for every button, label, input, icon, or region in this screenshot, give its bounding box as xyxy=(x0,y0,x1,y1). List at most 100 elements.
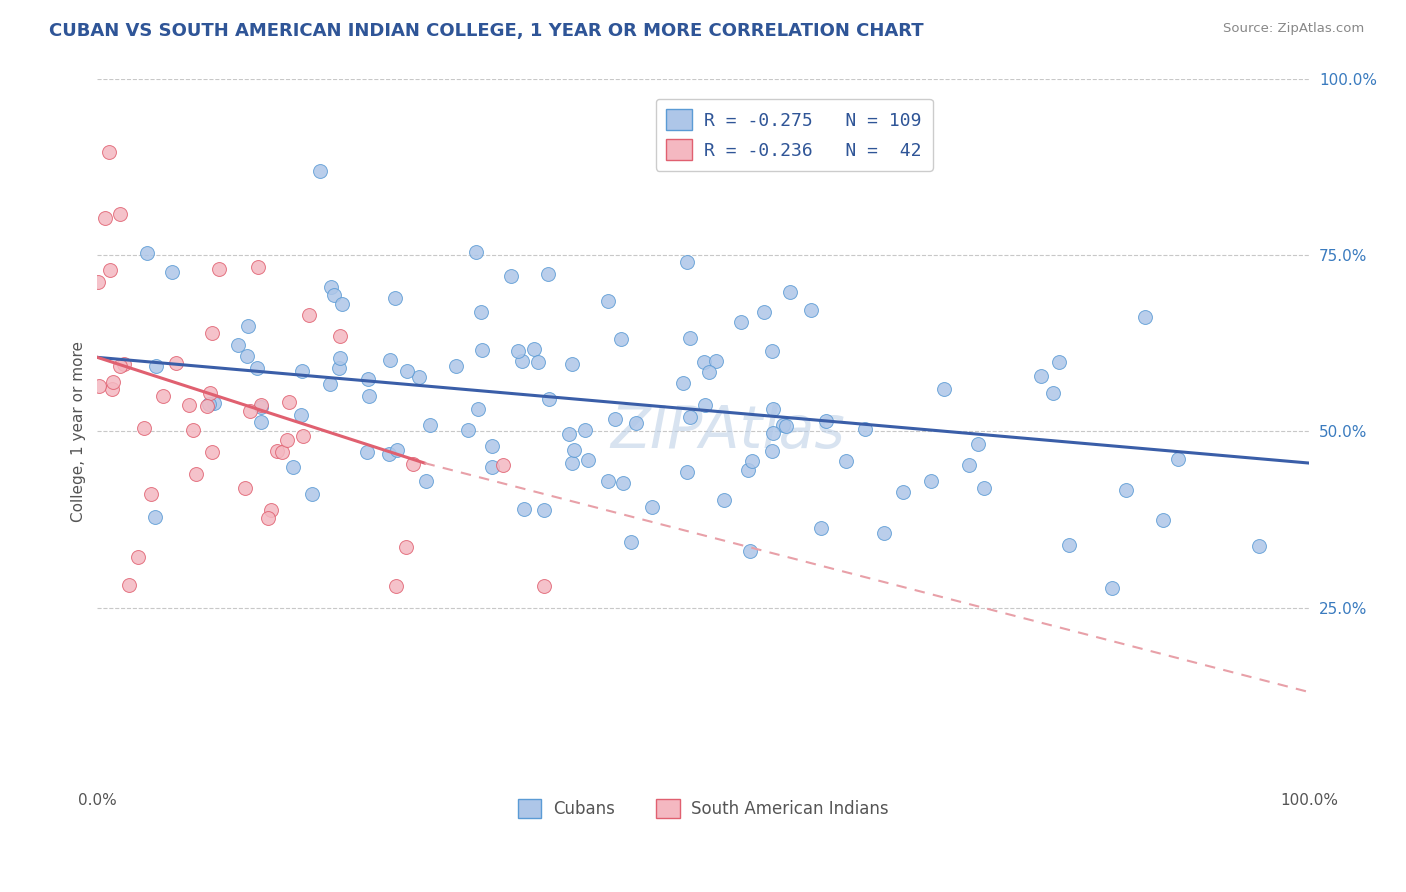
Point xyxy=(228,338,250,352)
Point xyxy=(301,487,323,501)
Point xyxy=(291,364,314,378)
Point xyxy=(481,439,503,453)
Point xyxy=(1133,310,1156,325)
Point xyxy=(1047,355,1070,369)
Point xyxy=(415,474,437,488)
Point xyxy=(260,503,283,517)
Text: ZIPAtlas: ZIPAtlas xyxy=(610,403,845,460)
Point xyxy=(492,458,515,472)
Point xyxy=(249,415,271,429)
Point xyxy=(238,404,260,418)
Text: CUBAN VS SOUTH AMERICAN INDIAN COLLEGE, 1 YEAR OR MORE CORRELATION CHART: CUBAN VS SOUTH AMERICAN INDIAN COLLEGE, … xyxy=(49,22,924,40)
Point xyxy=(620,535,643,549)
Point xyxy=(957,458,980,472)
Point xyxy=(465,245,488,260)
Point xyxy=(775,419,797,434)
Point xyxy=(408,370,430,384)
Point xyxy=(574,423,596,437)
Point xyxy=(356,445,378,459)
Point xyxy=(470,305,492,319)
Point xyxy=(87,378,110,392)
Point xyxy=(779,285,801,300)
Point xyxy=(277,394,299,409)
Point xyxy=(800,302,823,317)
Point xyxy=(145,359,167,374)
Point xyxy=(626,416,648,430)
Point xyxy=(1115,483,1137,498)
Point xyxy=(730,315,752,329)
Point xyxy=(329,328,352,343)
Point xyxy=(537,392,560,406)
Point xyxy=(693,355,716,369)
Point xyxy=(1042,386,1064,401)
Point xyxy=(737,463,759,477)
Point xyxy=(835,454,858,468)
Point xyxy=(672,376,695,390)
Point xyxy=(101,376,124,390)
Legend: Cubans, South American Indians: Cubans, South American Indians xyxy=(510,792,896,825)
Point xyxy=(94,211,117,225)
Point xyxy=(762,401,785,416)
Point xyxy=(855,421,877,435)
Point xyxy=(329,351,352,365)
Point xyxy=(378,353,401,368)
Point xyxy=(761,443,783,458)
Point xyxy=(197,397,219,411)
Point xyxy=(202,395,225,409)
Point xyxy=(872,525,894,540)
Point xyxy=(266,444,288,458)
Point xyxy=(1057,538,1080,552)
Point xyxy=(561,357,583,371)
Point xyxy=(481,460,503,475)
Point xyxy=(108,207,131,221)
Point xyxy=(533,503,555,517)
Point xyxy=(1152,513,1174,527)
Point xyxy=(201,326,224,340)
Point xyxy=(471,343,494,357)
Point xyxy=(118,578,141,592)
Point xyxy=(610,332,633,346)
Point xyxy=(291,429,314,443)
Point xyxy=(506,343,529,358)
Point xyxy=(98,262,121,277)
Point xyxy=(135,245,157,260)
Point xyxy=(814,413,837,427)
Point xyxy=(328,361,350,376)
Point xyxy=(246,361,269,376)
Point xyxy=(676,255,699,269)
Point xyxy=(772,417,794,432)
Point xyxy=(810,521,832,535)
Point xyxy=(523,343,546,357)
Point xyxy=(198,385,221,400)
Point xyxy=(706,353,728,368)
Point xyxy=(537,267,560,281)
Point xyxy=(385,579,408,593)
Point xyxy=(195,400,218,414)
Point xyxy=(101,382,124,396)
Point xyxy=(271,445,294,459)
Point xyxy=(501,268,523,283)
Point xyxy=(256,511,278,525)
Point xyxy=(1247,539,1270,553)
Point xyxy=(738,543,761,558)
Point xyxy=(319,280,342,294)
Point xyxy=(973,481,995,495)
Point xyxy=(396,364,419,378)
Point xyxy=(247,260,270,274)
Point xyxy=(510,354,533,368)
Point xyxy=(162,265,184,279)
Point xyxy=(713,493,735,508)
Point xyxy=(87,275,110,289)
Point xyxy=(576,453,599,467)
Point xyxy=(134,421,156,435)
Point xyxy=(330,296,353,310)
Point xyxy=(250,400,273,414)
Point xyxy=(444,359,467,374)
Point xyxy=(319,376,342,391)
Point xyxy=(98,145,121,160)
Point xyxy=(184,467,207,482)
Point xyxy=(201,445,224,459)
Point xyxy=(513,502,536,516)
Point xyxy=(127,549,149,564)
Point xyxy=(139,487,162,501)
